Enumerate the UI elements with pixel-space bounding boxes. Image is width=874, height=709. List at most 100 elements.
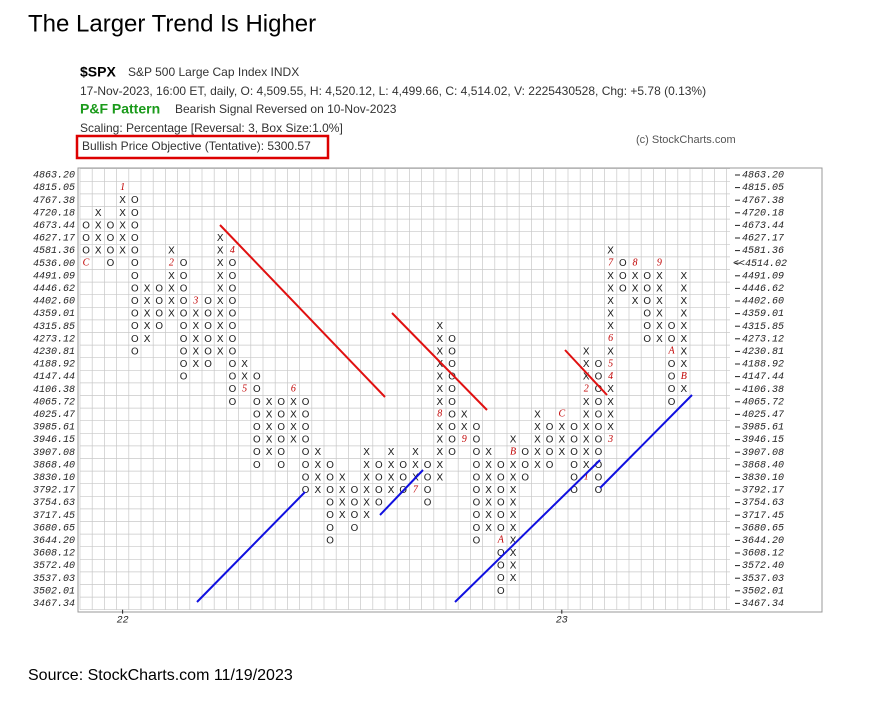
y-tick-label: 3792.17 [742,486,784,497]
o-box: O [472,422,480,433]
x-box: X [290,435,297,446]
x-box: X [680,296,687,307]
x-box: X [558,422,565,433]
x-box: X [339,485,346,496]
y-tick-label: 3868.40 [742,460,784,471]
support-line [196,491,306,603]
x-box: X [144,296,151,307]
o-box: O [106,258,114,269]
y-tick-label: 4673.44 [33,221,75,232]
x-box: X [363,460,370,471]
o-box: O [326,523,334,534]
x-box: X [363,510,370,521]
o-box: O [180,372,188,383]
x-box: X [339,498,346,509]
resistance-line [219,224,386,398]
x-box: X [168,283,175,294]
o-box: O [399,472,407,483]
x-box: X [119,233,126,244]
y-tick-label: 3717.45 [742,511,784,522]
o-box: O [204,359,212,370]
x-box: X [583,435,590,446]
x-box: X [534,409,541,420]
y-tick-label: 4065.72 [33,397,75,408]
y-tick-label: 3907.08 [33,448,75,459]
y-tick-label: 4767.38 [33,196,75,207]
x-box: X [583,346,590,357]
y-tick-label: 3754.63 [33,498,75,509]
x-box: X [412,460,419,471]
resistance-line [391,312,488,411]
y-tick-label: 3946.15 [33,435,75,446]
x-box: X [680,271,687,282]
x-box: X [217,246,224,257]
x-box: X [607,309,614,320]
source: Source: StockCharts.com 11/19/2023 [28,667,293,684]
o-box: O [497,523,505,534]
o-box: O [497,510,505,521]
o-box: O [131,220,139,231]
y-tick-label: 3985.61 [33,423,75,434]
x-box: X [680,283,687,294]
o-box: O [277,409,285,420]
o-box: O [253,409,261,420]
x-box: X [510,485,517,496]
x-box: X [436,435,443,446]
x-box: X [436,346,443,357]
y-tick-label: 4106.38 [742,385,784,396]
y-tick-label: 4315.85 [33,322,75,333]
y-tick-label: 3680.65 [742,523,784,534]
o-box: O [106,220,114,231]
month-marker: 5 [608,358,613,369]
o-box: O [448,447,456,458]
o-box: O [497,498,505,509]
o-box: O [424,485,432,496]
o-box: O [326,472,334,483]
y-tick-label: 3946.15 [742,435,784,446]
x-box: X [363,498,370,509]
o-box: O [204,346,212,357]
o-box: O [131,296,139,307]
o-box: O [668,397,676,408]
x-box: X [510,561,517,572]
o-box: O [106,233,114,244]
x-box: X [583,359,590,370]
o-box: O [326,535,334,546]
x-box: X [534,422,541,433]
x-box: X [217,296,224,307]
x-box: X [485,510,492,521]
o-box: O [448,422,456,433]
y-tick-label: 4359.01 [33,309,75,320]
x-box: X [119,195,126,206]
o-box: O [131,283,139,294]
x-box: X [290,409,297,420]
y-tick-label: 3868.40 [33,460,75,471]
o-box: O [82,246,90,257]
o-box: O [497,573,505,584]
o-box: O [546,435,554,446]
o-box: O [228,258,236,269]
o-box: O [204,321,212,332]
x-box: X [119,246,126,257]
month-marker: 3 [607,434,613,445]
x-box: X [436,397,443,408]
o-box: O [472,498,480,509]
y-tick-label: 4673.44 [742,221,784,232]
x-box: X [656,321,663,332]
o-box: O [350,485,358,496]
x-box: X [656,283,663,294]
support-line [599,394,693,489]
o-box: O [594,447,602,458]
x-box: X [192,359,199,370]
x-box: X [217,346,224,357]
x-box: X [485,460,492,471]
o-box: O [253,397,261,408]
month-marker: 9 [462,434,467,445]
x-box: X [607,296,614,307]
x-box: X [510,535,517,546]
o-box: O [594,485,602,496]
o-box: O [180,346,188,357]
month-marker: 6 [608,333,613,344]
y-tick-label: 4627.17 [742,234,784,245]
